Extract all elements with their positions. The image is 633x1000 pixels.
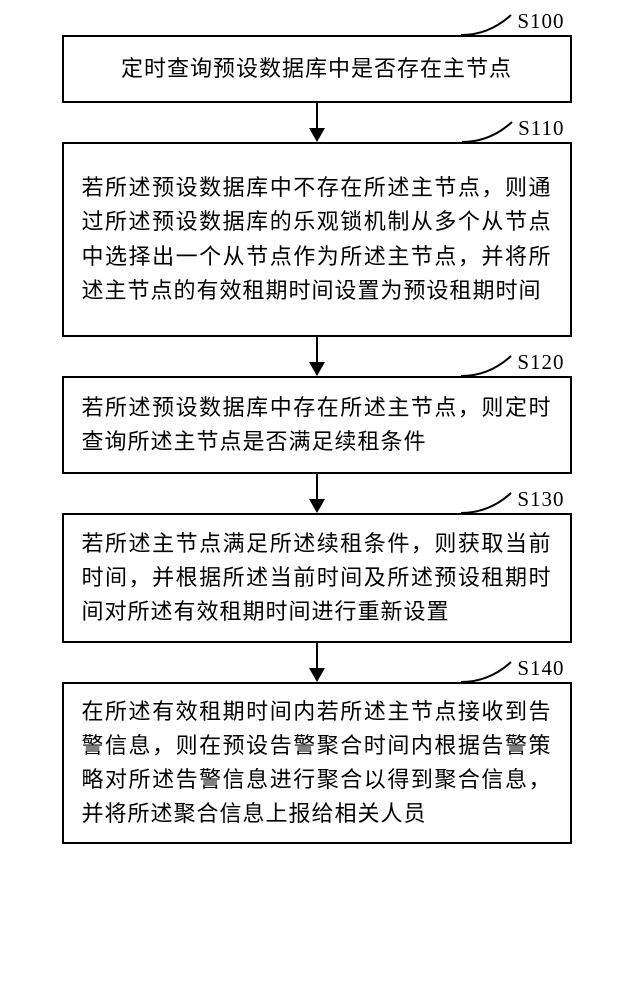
step-box-s110: S110 若所述预设数据库中不存在所述主节点，则通过所述预设数据库的乐观锁机制从… xyxy=(62,142,572,337)
flowchart-container: S100 定时查询预设数据库中是否存在主节点 S110 若所述预设数据库中不存在… xyxy=(0,0,633,869)
arrow-line-icon xyxy=(316,337,318,363)
connector-s100 xyxy=(461,13,521,37)
arrow-line-icon xyxy=(316,643,318,669)
step-label-s100: S100 xyxy=(517,9,564,34)
arrow-head-icon xyxy=(309,362,325,376)
arrow-s110-s120 xyxy=(309,337,325,376)
step-text-s130: 若所述主节点满足所述续租条件，则获取当前时间，并根据所述当前时间及所述预设租期时… xyxy=(64,517,570,639)
step-label-s110: S110 xyxy=(518,116,564,141)
connector-s130 xyxy=(461,491,521,515)
arrow-head-icon xyxy=(309,668,325,682)
step-box-s120: S120 若所述预设数据库中存在所述主节点，则定时查询所述主节点是否满足续租条件 xyxy=(62,376,572,474)
connector-s110 xyxy=(462,120,522,144)
step-box-s130: S130 若所述主节点满足所述续租条件，则获取当前时间，并根据所述当前时间及所述… xyxy=(62,513,572,643)
arrow-line-icon xyxy=(316,103,318,129)
arrow-s100-s110 xyxy=(309,103,325,142)
step-text-s140: 在所述有效租期时间内若所述主节点接收到告警信息，则在预设告警聚合时间内根据告警策… xyxy=(64,685,570,841)
step-label-s140: S140 xyxy=(517,656,564,681)
arrow-s130-s140 xyxy=(309,643,325,682)
arrow-head-icon xyxy=(309,128,325,142)
step-box-s100: S100 定时查询预设数据库中是否存在主节点 xyxy=(62,35,572,103)
arrow-s120-s130 xyxy=(309,474,325,513)
step-label-s120: S120 xyxy=(517,350,564,375)
step-text-s100: 定时查询预设数据库中是否存在主节点 xyxy=(103,42,530,96)
step-label-s130: S130 xyxy=(517,487,564,512)
step-text-s110: 若所述预设数据库中不存在所述主节点，则通过所述预设数据库的乐观锁机制从多个从节点… xyxy=(64,161,570,317)
connector-s140 xyxy=(461,660,521,684)
arrow-line-icon xyxy=(316,474,318,500)
connector-s120 xyxy=(461,354,521,378)
step-box-s140: S140 在所述有效租期时间内若所述主节点接收到告警信息，则在预设告警聚合时间内… xyxy=(62,682,572,844)
arrow-head-icon xyxy=(309,499,325,513)
step-text-s120: 若所述预设数据库中存在所述主节点，则定时查询所述主节点是否满足续租条件 xyxy=(64,381,570,469)
